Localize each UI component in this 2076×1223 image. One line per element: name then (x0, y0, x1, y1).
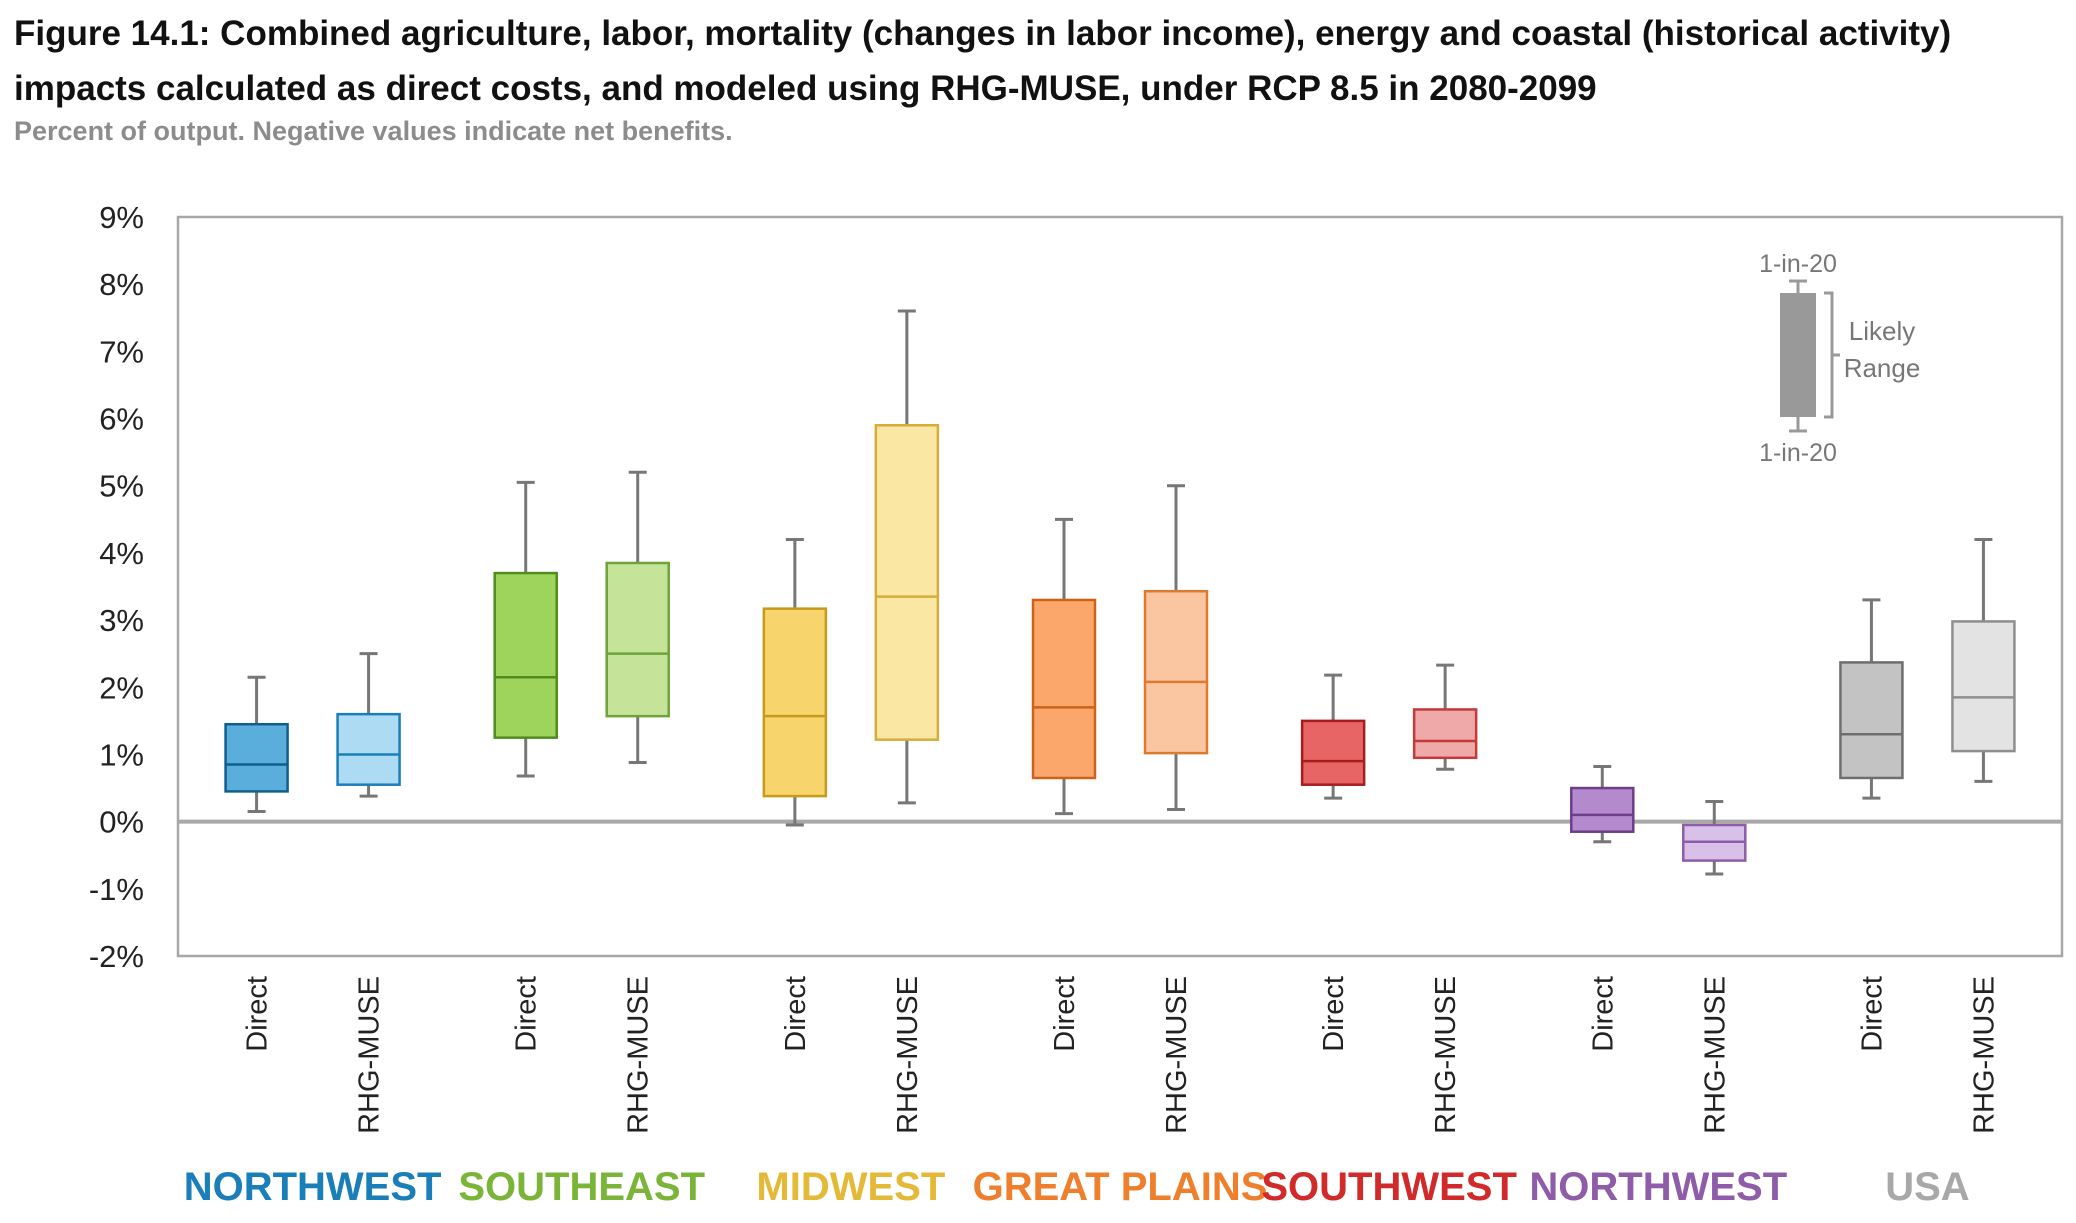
y-tick-label: 8% (99, 267, 144, 302)
x-tick-label: RHG-MUSE (1699, 976, 1731, 1134)
x-tick-label: Direct (242, 976, 274, 1052)
group-label: SOUTHWEST (1261, 1165, 1517, 1209)
x-tick-label: RHG-MUSE (1161, 976, 1193, 1134)
chart-title: Figure 14.1: Combined agriculture, labor… (14, 14, 1952, 108)
box-body (1031, 598, 1097, 780)
box-body (1839, 661, 1904, 780)
chart-subtitle: Percent of output. Negative values indic… (14, 116, 733, 146)
axes-layer: 9% 8% 7% 6% 5% 4% 3% 2% 1% 0% -1% -2% (89, 200, 2064, 974)
box-body (762, 607, 828, 798)
y-tick-label: 0% (99, 805, 144, 840)
boxes-layer (224, 309, 2016, 876)
box-body (1412, 708, 1478, 760)
group-label: USA (1885, 1165, 1969, 1209)
legend-top-label: 1-in-20 (1759, 250, 1837, 278)
y-tick-label: 2% (99, 670, 144, 705)
x-tick-label: Direct (1856, 976, 1888, 1052)
box-body (493, 571, 558, 739)
plot-frame (176, 215, 2064, 958)
box-body (1570, 786, 1635, 833)
x-tick-label: RHG-MUSE (623, 976, 655, 1134)
box-body (605, 561, 670, 718)
labels-layer: Direct RHG-MUSE NORTHWEST Direct RHG-MUSE SOU… (184, 976, 2001, 1209)
x-tick-label: RHG-MUSE (892, 976, 924, 1134)
box-body (224, 722, 289, 793)
legend-bracket (1824, 291, 1840, 419)
box-body (336, 712, 401, 786)
x-tick-label: Direct (780, 976, 812, 1052)
y-tick-label: 5% (99, 469, 144, 504)
group-label: GREAT PLAINS (973, 1165, 1268, 1209)
y-tick-label: -1% (89, 872, 144, 907)
legend: 1-in-20 1-in-20 Likely Range (1759, 250, 1920, 467)
x-tick-label: Direct (1587, 976, 1619, 1052)
x-tick-label: RHG-MUSE (1968, 976, 2000, 1134)
legend-range-label: Range (1844, 353, 1921, 383)
box-body (874, 424, 940, 741)
box-body (1951, 620, 2016, 753)
y-tick-label: 9% (99, 200, 144, 235)
group-label: NORTHWEST (184, 1165, 442, 1209)
box-body (1143, 589, 1209, 755)
legend-box (1780, 293, 1816, 417)
x-tick-label: Direct (1049, 976, 1081, 1052)
x-tick-label: Direct (1318, 976, 1350, 1052)
y-tick-label: 6% (99, 402, 144, 437)
x-tick-label: RHG-MUSE (1430, 976, 1462, 1134)
legend-bottom-label: 1-in-20 (1759, 439, 1837, 467)
y-tick-label: 7% (99, 334, 144, 369)
group-label: NORTHWEST (1529, 1165, 1787, 1209)
y-tick-label: 4% (99, 536, 144, 571)
legend-range-label: Likely (1849, 316, 1915, 346)
y-tick-label: 3% (99, 603, 144, 638)
y-tick-label: 1% (99, 737, 144, 772)
group-label: SOUTHEAST (458, 1165, 705, 1209)
x-tick-label: RHG-MUSE (354, 976, 386, 1134)
group-label: MIDWEST (756, 1165, 945, 1209)
box-body (1300, 719, 1366, 786)
y-tick-label: -2% (89, 939, 144, 974)
x-tick-label: Direct (511, 976, 543, 1052)
